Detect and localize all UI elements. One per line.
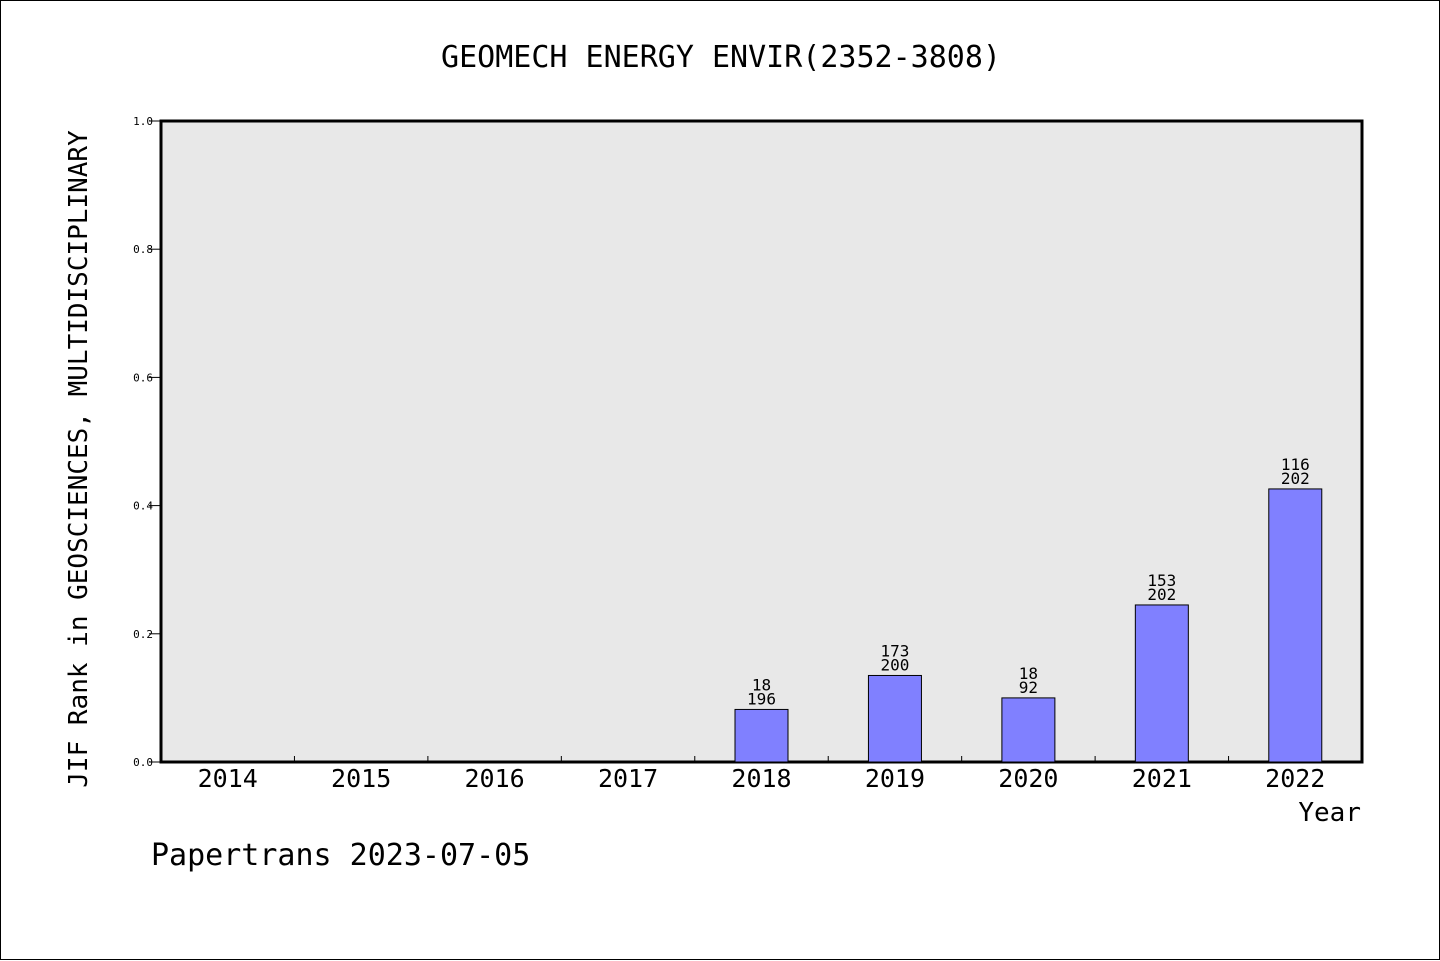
bar-label-rank: 153 (1147, 571, 1176, 590)
y-axis: 0.0 0.2 0.4 0.6 0.8 1.0 (133, 115, 161, 769)
y-tick-label: 0.0 (133, 756, 153, 769)
x-tick-label: 2019 (865, 764, 925, 793)
x-tick-label: 2016 (465, 764, 525, 793)
x-tick-label: 2022 (1265, 764, 1325, 793)
bar-label-rank: 116 (1281, 455, 1310, 474)
y-tick-label: 0.2 (133, 628, 153, 641)
bar-label-total: 200 (880, 655, 909, 674)
y-tick-label: 0.4 (133, 500, 153, 513)
x-tick-label: 2015 (331, 764, 391, 793)
bar-label-total: 196 (747, 689, 776, 708)
y-tick-label: 0.6 (133, 371, 153, 384)
bar-label-rank: 173 (880, 641, 909, 660)
bar-label-rank: 18 (1019, 664, 1038, 683)
bar-label-total: 202 (1147, 585, 1176, 604)
x-tick-label: 2017 (598, 764, 658, 793)
x-tick-label: 2014 (198, 764, 258, 793)
bar-2020 (1001, 697, 1056, 763)
x-tick-label: 2021 (1132, 764, 1192, 793)
bar-label-rank: 18 (752, 675, 771, 694)
chart-title: GEOMECH ENERGY ENVIR(2352-3808) (441, 40, 1001, 75)
y-axis-label: JIF Rank in GEOSCIENCES, MULTIDISCIPLINA… (64, 130, 94, 788)
footer-credit: Papertrans 2023-07-05 (151, 838, 530, 873)
y-tick-label: 1.0 (133, 115, 153, 128)
bar-2019 (867, 674, 922, 763)
bar-2022 (1268, 488, 1323, 763)
bar-label-total: 92 (1019, 678, 1038, 697)
x-tick-label: 2018 (731, 764, 791, 793)
bar-2018 (734, 708, 789, 763)
x-axis: 2014 2015 2016 2017 2018 2019 2020 2021 2022 (198, 756, 1325, 793)
y-tick-label: 0.8 (133, 243, 153, 256)
x-tick-label: 2020 (998, 764, 1058, 793)
x-axis-label: Year (1298, 798, 1361, 828)
bar-2021 (1134, 604, 1189, 763)
bar-label-total: 202 (1281, 469, 1310, 488)
